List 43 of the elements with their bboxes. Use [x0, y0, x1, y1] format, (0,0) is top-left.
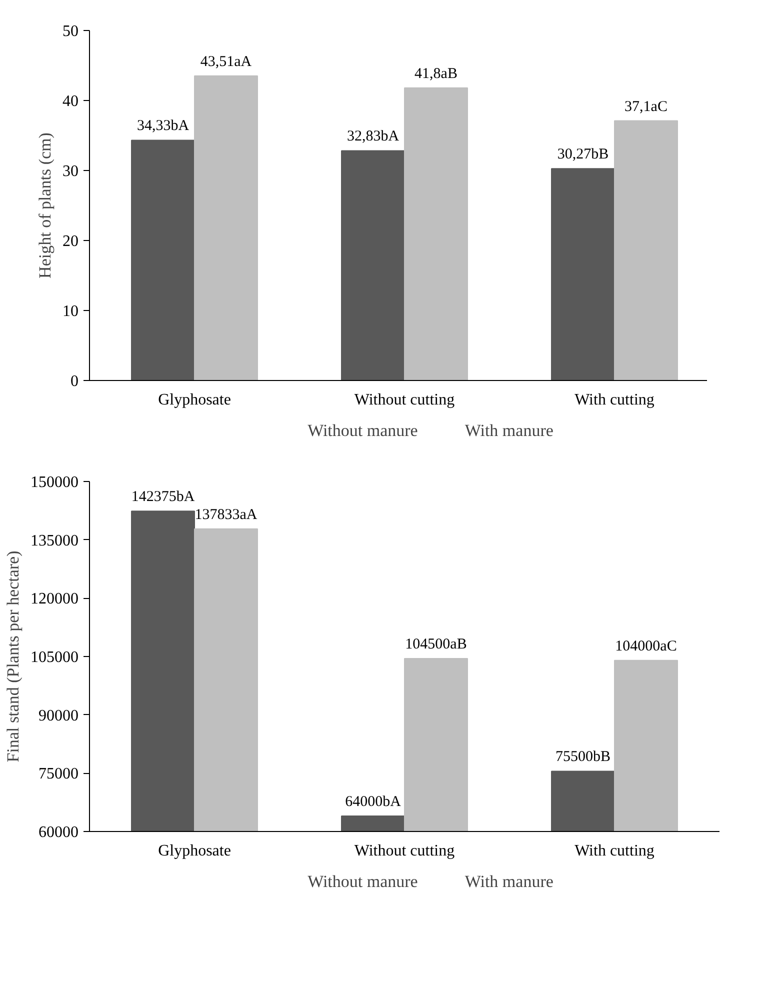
- y-tick-label: 0: [70, 373, 78, 390]
- bar: [131, 140, 195, 380]
- y-axis-title: Height of plants (cm): [36, 132, 54, 278]
- bar: [341, 150, 405, 380]
- data-label: 34,33bA: [136, 118, 190, 134]
- data-label: 64000bA: [345, 794, 402, 810]
- y-tick-label: 150000: [30, 474, 78, 491]
- data-label: 142375bA: [131, 489, 195, 506]
- data-label: 137833aA: [194, 506, 258, 523]
- data-label: 37,1aC: [624, 98, 668, 115]
- x-tick-label: With cutting: [574, 392, 654, 408]
- text: With manure: [464, 421, 554, 441]
- y-tick-label: 20: [62, 233, 78, 250]
- bar: [194, 75, 258, 380]
- x-tick-label: Without cutting: [354, 842, 455, 860]
- x-tick-label: Glyphosate: [158, 842, 231, 860]
- text: Without manure: [308, 421, 418, 441]
- y-tick-label: 105000: [30, 649, 78, 666]
- y-tick-label: 90000: [38, 707, 78, 724]
- data-label: 104000aC: [615, 638, 677, 654]
- data-label: 32,83bA: [346, 128, 400, 145]
- y-tick-label: 135000: [30, 532, 78, 550]
- y-axis-title: Final stand (Plants per hectare): [4, 550, 22, 762]
- bar: [551, 168, 615, 380]
- x-tick-label: Without cutting: [354, 392, 455, 408]
- text: Without manure: [308, 872, 418, 892]
- data-label: 104500aB: [405, 636, 467, 652]
- data-label: 43,51aA: [200, 54, 252, 70]
- x-tick-label: With cutting: [574, 842, 654, 860]
- y-tick-label: 120000: [30, 590, 78, 608]
- y-tick-label: 50: [62, 23, 78, 40]
- text: With manure: [464, 872, 554, 892]
- data-label: 75500bB: [556, 749, 611, 766]
- y-tick-label: 60000: [38, 824, 78, 841]
- data-label: 30,27bB: [557, 146, 609, 163]
- data-label: 41,8aB: [414, 66, 458, 82]
- bar: [404, 87, 468, 380]
- y-tick-label: 75000: [38, 766, 78, 783]
- y-tick-label: 10: [62, 303, 78, 320]
- y-tick-label: 40: [62, 93, 78, 110]
- bar: [614, 120, 678, 380]
- y-tick-label: 30: [62, 163, 78, 180]
- x-tick-label: Glyphosate: [158, 392, 231, 408]
